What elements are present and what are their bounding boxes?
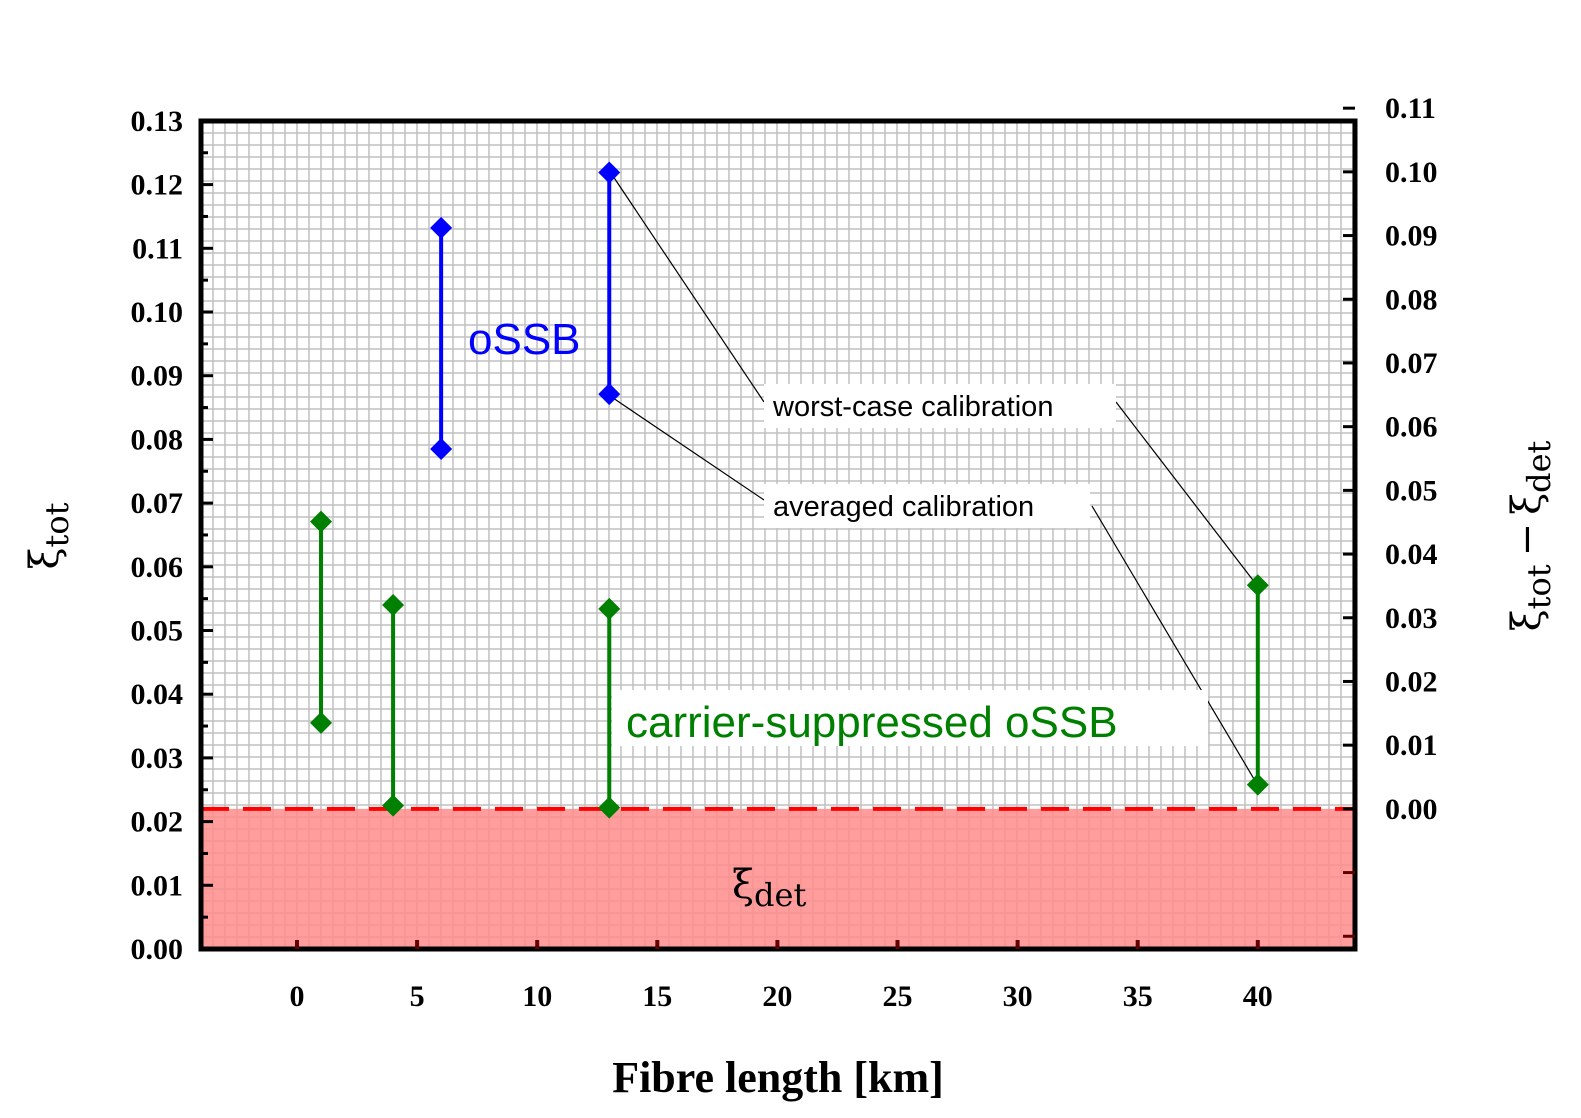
y-tick-label-right: 0.09 (1385, 220, 1438, 253)
y-tick-label-left: 0.03 (131, 742, 184, 775)
y-tick-label-right: 0.01 (1385, 729, 1438, 762)
chart-labels: oSSB carrier-suppressed oSSB worst-case … (468, 315, 1208, 914)
range-marker (430, 437, 453, 460)
range-marker (598, 383, 621, 406)
range-marker (1246, 574, 1269, 597)
y-tick-label-right: 0.10 (1385, 156, 1438, 189)
y-tick-label-left: 0.12 (131, 169, 184, 202)
annotation-averaged: averaged calibration (773, 491, 1034, 523)
y-tick-label-left: 0.05 (131, 615, 184, 648)
y-tick-label-right: 0.02 (1385, 665, 1438, 698)
x-tick-label: 20 (762, 980, 792, 1013)
threshold-label: ξdet (732, 862, 806, 914)
y-tick-label-left: 0.07 (131, 487, 184, 520)
range-marker (598, 161, 621, 184)
y-tick-label-left: 0.10 (131, 296, 184, 329)
y-tick-label-left: 0.13 (131, 105, 184, 138)
y-tick-label-right: 0.05 (1385, 474, 1438, 507)
annotation-worst-case-bg (764, 384, 1116, 428)
range-marker (310, 510, 333, 533)
range-marker (1246, 773, 1269, 796)
y-tick-label-right: 0.00 (1385, 793, 1438, 826)
y-tick-label-left: 0.11 (132, 232, 183, 265)
y-axis-title-right: ξtot−ξdet (1504, 440, 1558, 631)
y-tick-label-left: 0.08 (131, 423, 184, 456)
series-label-ossb: oSSB (468, 315, 581, 364)
x-tick-label: 0 (290, 980, 305, 1013)
annotation-averaged-bg (764, 484, 1090, 528)
threshold-fill (201, 808, 1355, 949)
x-tick-label: 40 (1243, 980, 1273, 1013)
x-tick-label: 15 (642, 980, 672, 1013)
series-label-carrier-suppressed-ossb: carrier-suppressed oSSB (626, 698, 1118, 747)
range-marker (382, 594, 405, 617)
x-tick-label: 10 (522, 980, 552, 1013)
x-axis-title: Fibre length [km] (612, 1053, 944, 1102)
y-tick-label-right: 0.11 (1385, 92, 1436, 125)
axes: 0 5 10 15 20 25 30 35 40 0.00 0.01 0.02 0.03 0.04 0.05… (131, 92, 1438, 1013)
y-tick-label-left: 0.06 (131, 551, 184, 584)
range-marker (310, 711, 333, 734)
range-marker (430, 216, 453, 239)
y-tick-label-right: 0.08 (1385, 283, 1438, 316)
series-group (310, 161, 1269, 819)
y-tick-label-left: 0.04 (131, 678, 184, 711)
leader-worst-case-to-13km (612, 176, 765, 403)
range-marker (598, 796, 621, 819)
annotation-worst-case: worst-case calibration (772, 391, 1053, 423)
y-tick-label-left: 0.02 (131, 806, 184, 839)
y-tick-label-right: 0.04 (1385, 538, 1438, 571)
range-marker (382, 794, 405, 817)
y-tick-label-right: 0.07 (1385, 347, 1438, 380)
x-tick-label: 35 (1123, 980, 1153, 1013)
series-label-cs-ossb-bg (612, 690, 1208, 746)
y-tick-label-left: 0.09 (131, 360, 184, 393)
x-tick-label: 30 (1003, 980, 1033, 1013)
range-marker (598, 597, 621, 620)
x-tick-label: 5 (410, 980, 425, 1013)
y-axis-title-left: ξtot (22, 502, 76, 569)
x-tick-label: 25 (883, 980, 913, 1013)
y-tick-label-right: 0.06 (1385, 411, 1438, 444)
y-tick-label-right: 0.03 (1385, 602, 1438, 635)
leader-averaged-to-40km (1091, 505, 1255, 779)
y-tick-label-left: 0.01 (131, 869, 184, 902)
y-tick-label-left: 0.00 (131, 933, 184, 966)
leader-averaged-to-13km (612, 397, 765, 501)
annotation-leader-lines (612, 176, 1255, 779)
leader-worst-case-to-40km (1115, 401, 1255, 582)
